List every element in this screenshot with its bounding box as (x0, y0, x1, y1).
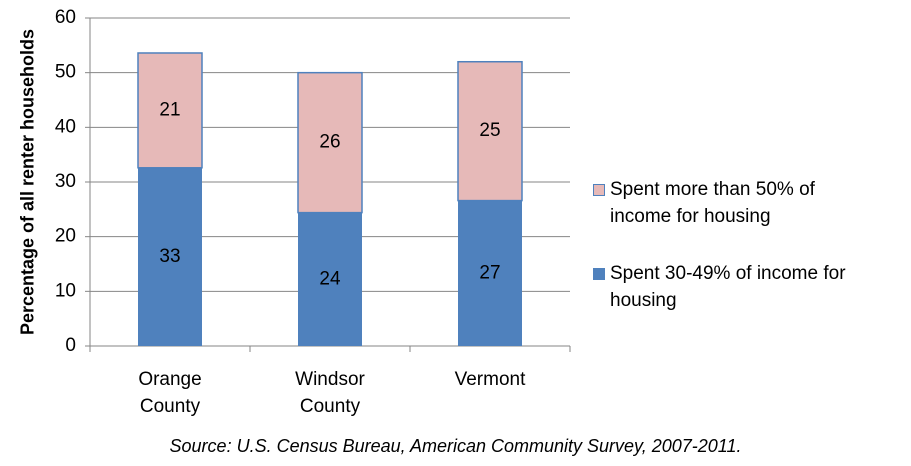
bar-segment (457, 60, 523, 202)
x-tick-label: Windsor County (295, 369, 365, 417)
legend-label: Spent more than 50% of income for housin… (610, 179, 815, 227)
data-label: 25 (479, 120, 500, 141)
x-tick-label: Vermont (454, 369, 526, 390)
bar-segment (137, 52, 203, 169)
data-label: 26 (319, 132, 340, 153)
data-label: 27 (479, 262, 500, 283)
y-tick-label: 10 (55, 280, 76, 301)
y-tick-label: 0 (65, 335, 76, 356)
bar-segment (298, 212, 362, 346)
y-axis-label: Percentage of all renter households (17, 28, 38, 336)
legend-swatch (593, 184, 605, 196)
x-tick-label: Orange County (138, 369, 202, 417)
data-label: 33 (159, 246, 180, 267)
legend-swatch (593, 268, 605, 280)
data-label: 21 (159, 99, 180, 120)
bar-segment (297, 71, 363, 214)
y-tick-label: 60 (55, 7, 76, 28)
source: Source: U.S. Census Bureau, American Com… (169, 436, 742, 456)
y-tick-label: 50 (55, 62, 76, 83)
y-tick-label: 30 (55, 171, 76, 192)
legend-label: Spent 30-49% of income for housing (610, 263, 846, 311)
bar-segment (458, 200, 522, 346)
data-label: 24 (319, 268, 341, 289)
y-tick-label: 40 (55, 116, 76, 137)
bar-segment (138, 167, 202, 346)
y-tick-label: 20 (55, 226, 76, 247)
